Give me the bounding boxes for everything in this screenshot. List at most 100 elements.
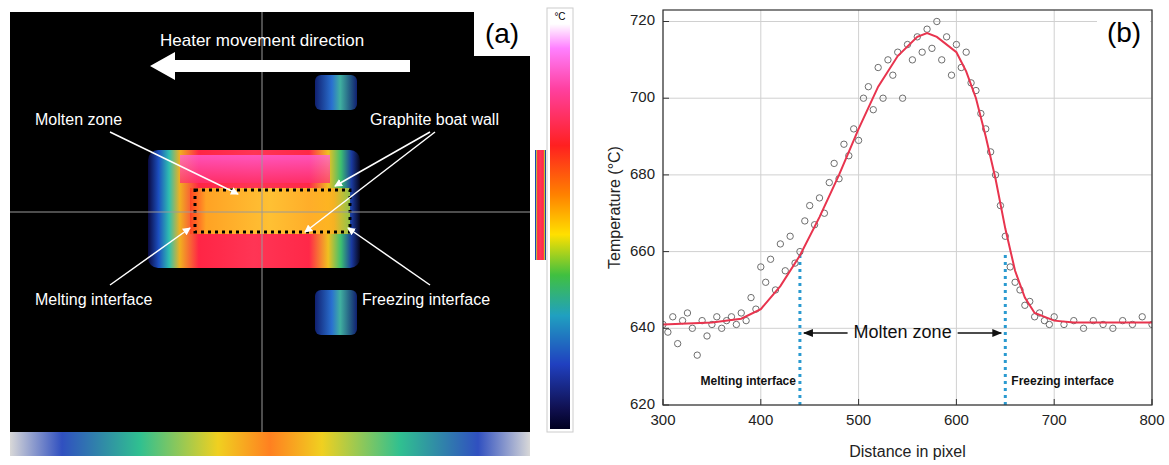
grid-line (858, 10, 859, 405)
grid-line (663, 251, 1152, 252)
data-point (714, 314, 720, 320)
tick (1152, 399, 1153, 405)
plot-frame (663, 10, 1152, 405)
data-point (899, 95, 905, 101)
data-point (665, 329, 671, 335)
grid-line (956, 10, 957, 405)
hot-top (180, 155, 330, 183)
data-point (875, 64, 881, 70)
data-point (733, 321, 739, 327)
direction-arrow (150, 52, 410, 80)
data-point (865, 83, 871, 89)
axis-title: Distance in pixel (849, 443, 966, 460)
data-point (758, 264, 764, 270)
tick-label: 800 (1139, 411, 1164, 428)
annotation: Melting interface (701, 374, 797, 388)
tick (956, 399, 957, 405)
data-group (663, 18, 1152, 405)
data-point (855, 137, 861, 143)
panel-label-box (474, 12, 530, 56)
data-point (787, 233, 793, 239)
tick-label: 700 (630, 88, 655, 105)
data-point (870, 107, 876, 113)
crosshair (262, 12, 263, 432)
histogram-strip (535, 150, 546, 260)
tick-label: 700 (1042, 411, 1067, 428)
dotted-box (195, 190, 350, 232)
grid-line (663, 98, 1152, 99)
data-point (1012, 279, 1018, 285)
data-point (885, 57, 891, 63)
data-point (851, 126, 857, 132)
annotation: Freezing interface (1011, 374, 1114, 388)
data-point (674, 340, 680, 346)
grid-line (663, 21, 1152, 22)
profile-strip (10, 432, 530, 456)
data-point (860, 95, 866, 101)
data-point (890, 72, 896, 78)
tick-label: 400 (748, 411, 773, 428)
colorbar (550, 24, 570, 429)
tick (663, 405, 669, 406)
hot-region (148, 150, 360, 268)
interface-line (798, 252, 801, 405)
data-point (816, 195, 822, 201)
data-point (953, 41, 959, 47)
panel-a: Heater movement direction(a)Molten zoneG… (10, 8, 573, 456)
tick-label: 500 (846, 411, 871, 428)
boat-wall-spot (315, 290, 357, 335)
leader (305, 132, 435, 232)
panel-label: (b) (1107, 17, 1141, 48)
image-label: Freezing interface (362, 291, 490, 308)
annotation-arrow (804, 332, 848, 334)
leader (348, 228, 430, 285)
data-point (919, 49, 925, 55)
tick (1054, 399, 1055, 405)
direction-label: Heater movement direction (160, 31, 364, 50)
tick-label: 640 (630, 318, 655, 335)
crosshair (10, 212, 530, 213)
data-point (880, 95, 886, 101)
image-label: Graphite boat wall (370, 111, 499, 128)
axis-title: Temperature (°C) (606, 146, 623, 269)
image-label: Melting interface (35, 291, 152, 308)
data-point (767, 256, 773, 262)
plot-background (663, 10, 1152, 405)
data-point (670, 314, 676, 320)
data-point (963, 49, 969, 55)
tick (663, 251, 669, 252)
tick (858, 399, 859, 405)
colorbar-frame (547, 8, 573, 432)
tick (663, 399, 664, 405)
data-point (841, 141, 847, 147)
data-point (704, 333, 710, 339)
tick-label: 720 (630, 11, 655, 28)
tick-label: 300 (650, 411, 675, 428)
grid-line (760, 10, 761, 405)
data-point (738, 310, 744, 316)
annotation-arrow (958, 332, 1002, 334)
data-point (934, 18, 940, 24)
image-background (10, 12, 530, 432)
data-point (748, 294, 754, 300)
fit-line (663, 33, 1152, 324)
tick-label: 680 (630, 165, 655, 182)
tick (663, 328, 669, 329)
data-point (1046, 321, 1052, 327)
tick-label: 620 (630, 395, 655, 412)
tick-label: 660 (630, 242, 655, 259)
boat-wall-spot (315, 75, 357, 110)
panel-b: 620 640 660 680 700 720 300 400 500 600 700 800 Dist… (606, 10, 1165, 460)
grid-line (663, 174, 1152, 175)
data-point (1139, 314, 1145, 320)
data-point (1110, 325, 1116, 331)
data-point (939, 57, 945, 63)
image-label: Molten zone (35, 111, 122, 128)
data-point (831, 160, 837, 166)
tick (663, 21, 669, 22)
tick (663, 98, 669, 99)
data-point (1080, 325, 1086, 331)
data-point (782, 268, 788, 274)
tick-label: 600 (944, 411, 969, 428)
data-point (689, 325, 695, 331)
